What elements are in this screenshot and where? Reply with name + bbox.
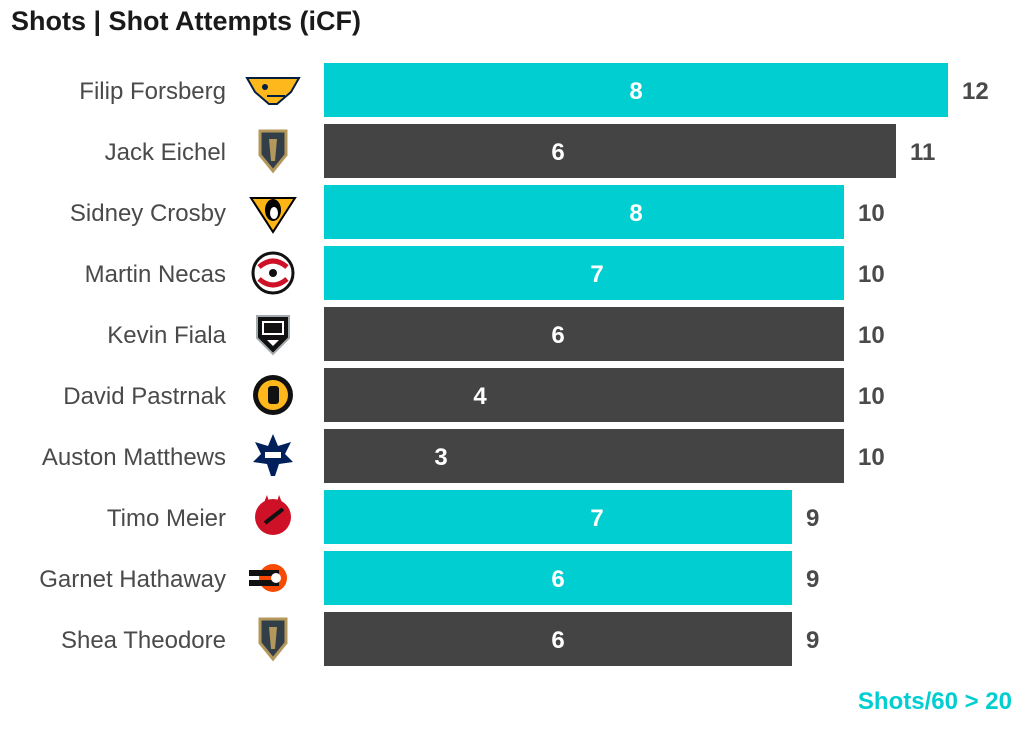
bar-shea-theodore: [324, 612, 792, 666]
shots-value-label: 3: [434, 444, 447, 471]
bar-martin-necas: [324, 246, 844, 300]
shots-value-label: 4: [473, 383, 487, 410]
player-label: Sidney Crosby: [70, 200, 226, 227]
shot-attempts-value-label: 11: [910, 139, 935, 166]
shots-value-label: 6: [551, 627, 564, 654]
shot-attempts-value-label: 9: [806, 566, 819, 593]
player-label: Jack Eichel: [105, 139, 226, 166]
bar-auston-matthews: [324, 429, 844, 483]
chart-title: Shots | Shot Attempts (iCF): [11, 6, 362, 36]
bar-sidney-crosby: [324, 185, 844, 239]
devils-logo-icon: [255, 495, 291, 535]
bar-jack-eichel: [324, 124, 896, 178]
shots-value-label: 7: [590, 505, 603, 532]
bar-timo-meier: [324, 490, 792, 544]
player-label: Auston Matthews: [42, 444, 226, 471]
shots-value-label: 8: [629, 200, 642, 227]
shots-value-label: 8: [629, 78, 642, 105]
bruins-logo-icon: [253, 375, 293, 415]
player-label: David Pastrnak: [63, 383, 227, 410]
shot-attempts-value-label: 10: [858, 200, 885, 227]
player-label: Timo Meier: [107, 505, 226, 532]
bar-filip-forsberg: [324, 63, 948, 117]
shot-attempts-value-label: 10: [858, 261, 885, 288]
highlight-legend: Shots/60 > 20: [857, 688, 1012, 715]
hurricanes-logo-icon: [251, 251, 295, 295]
flyers-logo-icon: [249, 564, 287, 592]
golden-knights-logo-icon: [258, 129, 288, 174]
shots-value-label: 6: [551, 322, 564, 349]
player-label: Shea Theodore: [61, 627, 226, 654]
shot-attempts-value-label: 12: [962, 78, 989, 105]
shot-attempts-value-label: 10: [858, 444, 885, 471]
predators-logo-icon: [245, 77, 301, 105]
shot-attempts-value-label: 9: [806, 505, 819, 532]
bar-kevin-fiala: [324, 307, 844, 361]
player-label: Kevin Fiala: [107, 322, 226, 349]
shots-value-label: 6: [551, 139, 564, 166]
maple-leaf-icon: [253, 434, 293, 476]
shots-value-label: 6: [551, 566, 564, 593]
kings-logo-icon: [256, 315, 290, 356]
bar-david-pastrnak: [324, 368, 844, 422]
player-label: Martin Necas: [85, 261, 226, 288]
player-label: Garnet Hathaway: [39, 566, 226, 593]
shot-attempts-value-label: 9: [806, 627, 819, 654]
shot-attempts-value-label: 10: [858, 322, 885, 349]
golden-knights-logo-icon: [258, 617, 288, 662]
penguins-logo-icon: [249, 197, 297, 234]
bar-garnet-hathaway: [324, 551, 792, 605]
player-label: Filip Forsberg: [79, 78, 226, 105]
shot-attempts-value-label: 10: [858, 383, 885, 410]
shots-value-label: 7: [590, 261, 603, 288]
